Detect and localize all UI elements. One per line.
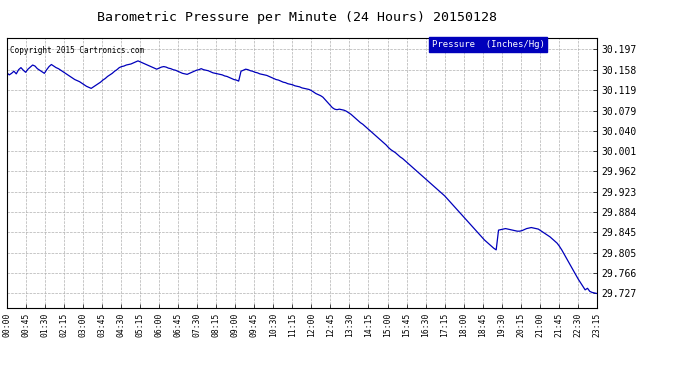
Text: Copyright 2015 Cartronics.com: Copyright 2015 Cartronics.com	[10, 46, 144, 55]
Text: Barometric Pressure per Minute (24 Hours) 20150128: Barometric Pressure per Minute (24 Hours…	[97, 11, 497, 24]
Text: Pressure  (Inches/Hg): Pressure (Inches/Hg)	[432, 40, 544, 49]
